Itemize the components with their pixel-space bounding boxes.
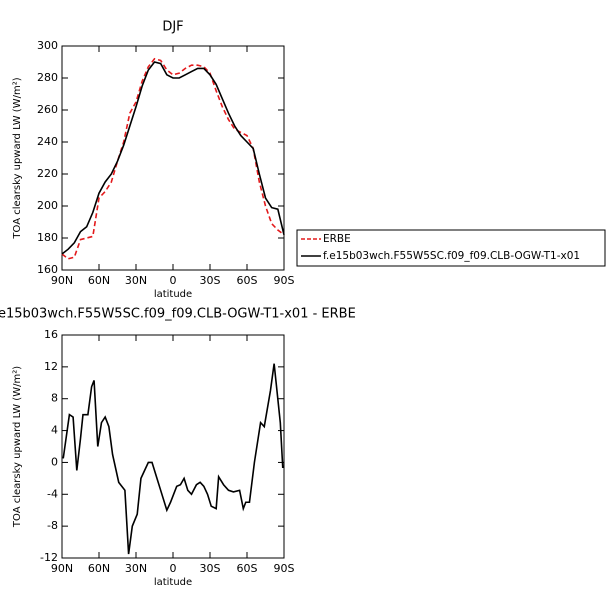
y-tick-label: 200 [37,199,58,212]
x-tick-label: 90N [51,562,73,575]
y-tick-label: 280 [37,71,58,84]
y-tick-label: 160 [37,263,58,276]
y-tick-label: -8 [47,519,58,532]
x-axis-label: latitude [154,577,192,588]
y-axis-label: TOA clearsky upward LW (W/m²) [12,366,23,528]
y-tick-label: -12 [40,551,58,564]
x-tick-label: 60N [88,562,110,575]
x-axis-label: latitude [154,289,192,300]
plot-frame [61,45,285,271]
x-tick-label: 90N [51,274,73,287]
x-tick-label: 30N [125,562,147,575]
y-axis-label: TOA clearsky upward LW (W/m²) [12,77,23,239]
x-tick-label: 60S [237,274,258,287]
y-tick-label: 4 [51,424,58,437]
x-tick-label: 30N [125,274,147,287]
legend-label: ERBE [323,233,351,245]
x-tick-label: 90S [274,274,295,287]
y-tick-label: 12 [44,360,58,373]
data-line [62,363,284,555]
y-tick-label: 240 [37,135,58,148]
data-line [61,61,285,255]
x-tick-label: 0 [170,274,177,287]
y-tick-label: 8 [51,392,58,405]
y-tick-label: 16 [44,328,58,341]
x-tick-label: 60N [88,274,110,287]
y-tick-label: -4 [47,487,58,500]
x-tick-label: 0 [170,562,177,575]
y-tick-label: 300 [37,39,58,52]
data-line [61,57,285,260]
chart-title: f.e15b03wch.F55W5SC.f09_f09.CLB-OGW-T1-x… [0,307,356,322]
y-tick-label: 220 [37,167,58,180]
y-tick-label: 180 [37,231,58,244]
x-tick-label: 30S [200,562,221,575]
x-tick-label: 90S [274,562,295,575]
legend-box [296,229,606,267]
chart-title: DJF [162,20,183,35]
plot-frame [61,334,285,559]
y-tick-label: 260 [37,103,58,116]
y-tick-label: 0 [51,455,58,468]
legend-label: f.e15b03wch.F55W5SC.f09_f09.CLB-OGW-T1-x… [323,250,580,262]
x-tick-label: 60S [237,562,258,575]
x-tick-label: 30S [200,274,221,287]
